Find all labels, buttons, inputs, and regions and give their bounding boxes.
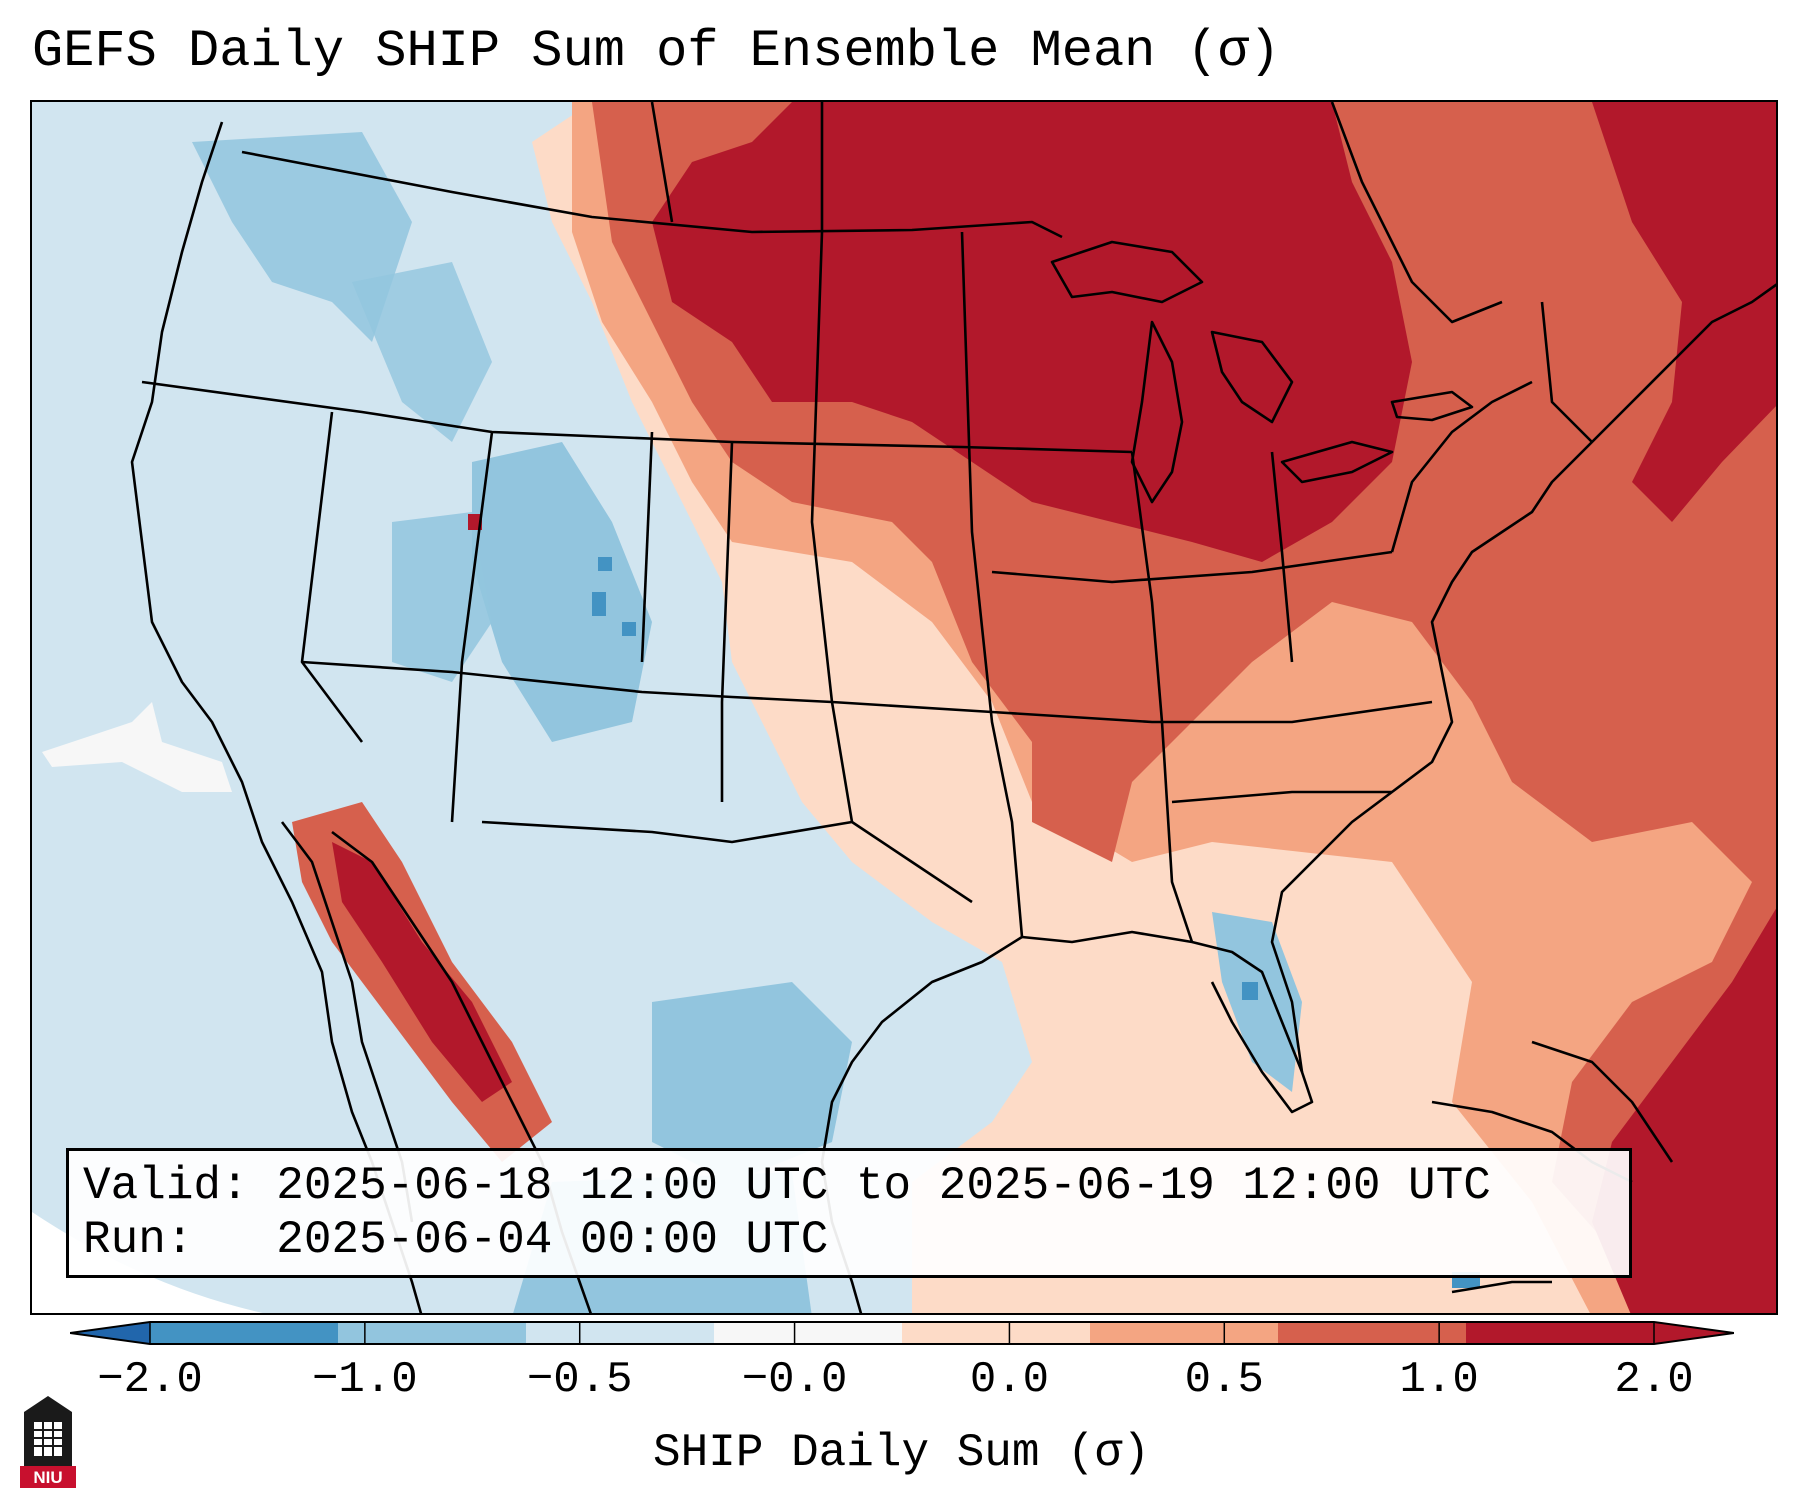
border-us-canada — [241, 150, 1063, 239]
lake-erie — [1280, 440, 1394, 484]
logo-window-grid — [34, 1422, 62, 1456]
state-line — [1130, 451, 1194, 943]
colorbar-tick-label: −0.0 — [741, 1355, 848, 1405]
colorbar-tick-label: 0.0 — [969, 1355, 1050, 1405]
logo-text: NIU — [33, 1468, 62, 1487]
coastline-hispaniola — [1451, 1280, 1552, 1294]
niu-logo: NIU — [20, 1396, 76, 1488]
valid-label: Valid: — [83, 1160, 249, 1212]
colorbar-extend-low — [70, 1322, 150, 1344]
colorbar-segment — [714, 1322, 903, 1344]
anomaly-pixel-strong-negative — [622, 622, 636, 636]
colorbar-tick-label: −2.0 — [97, 1355, 203, 1405]
lake-ontario — [1390, 390, 1474, 422]
colorbar-tick-label: −1.0 — [312, 1355, 418, 1405]
state-line — [810, 231, 854, 823]
anomaly-region-negative-colorado — [472, 442, 652, 742]
coastlines-borders — [130, 102, 1776, 1313]
colorbar — [70, 1321, 1734, 1345]
state-line — [720, 441, 734, 802]
coastline-gulf-east-florida — [1021, 930, 1314, 1114]
state-line — [1540, 301, 1593, 443]
colorbar-segment — [902, 1322, 1091, 1344]
anomaly-region-negative-idaho — [352, 262, 492, 442]
anomaly-region-extreme-positive-north — [652, 102, 1412, 562]
valid-time-range: 2025-06-18 12:00 UTC to 2025-06-19 12:00… — [276, 1160, 1491, 1212]
colorbar-tick-label: 2.0 — [1614, 1355, 1694, 1405]
state-line — [450, 431, 494, 823]
map-panel — [30, 100, 1778, 1315]
anomaly-region-negative-texas — [652, 982, 852, 1182]
lake-superior — [1050, 240, 1204, 304]
run-time: 2025-06-04 00:00 UTC — [276, 1214, 829, 1266]
anomaly-map — [32, 102, 1776, 1313]
map-outside-region — [32, 1212, 263, 1313]
coastline-atlantic — [1270, 283, 1776, 1073]
colorbar-extend-high — [1654, 1322, 1734, 1344]
colorbar-segment — [1278, 1322, 1467, 1344]
state-line — [991, 550, 1393, 584]
colorbar-label: SHIP Daily Sum (σ) — [653, 1427, 1150, 1479]
colorbar-segment — [338, 1322, 527, 1344]
province-line — [1330, 102, 1503, 324]
coastline-bahamas — [1531, 1040, 1674, 1163]
state-line — [1171, 790, 1392, 804]
anomaly-region-mexico-extreme — [332, 842, 512, 1102]
state-line — [481, 820, 973, 904]
anomaly-region-negative-florida — [1212, 912, 1302, 1092]
colorbar-tick-label: 0.5 — [1184, 1355, 1264, 1405]
lake-huron — [1210, 330, 1294, 424]
colorbar-segment — [1466, 1322, 1655, 1344]
colorbar-tick-label: 1.0 — [1399, 1355, 1479, 1405]
state-line — [141, 380, 1133, 454]
validity-info-box: Valid: 2025-06-18 12:00 UTC to 2025-06-1… — [66, 1148, 1632, 1278]
state-line — [1390, 380, 1533, 553]
anomaly-pixel-strong-negative — [592, 592, 606, 616]
anomaly-region-negative-utah — [392, 512, 492, 682]
colorbar-segment — [150, 1322, 339, 1344]
lake-michigan — [1130, 320, 1184, 504]
anomaly-pixel-strong-negative — [598, 557, 612, 571]
province-line — [650, 102, 674, 223]
colorbar-segment — [1090, 1322, 1279, 1344]
state-line — [1270, 451, 1294, 663]
state-line — [960, 231, 1024, 938]
colorbar-segment — [526, 1322, 715, 1344]
anomaly-region-extreme-positive-northeast — [1592, 102, 1776, 522]
anomaly-pixel-strong-negative — [1242, 982, 1258, 1000]
anomaly-region-neutral-strip — [42, 702, 232, 792]
logo-banner — [20, 1466, 76, 1488]
colorbar-tick-label: −0.5 — [526, 1355, 633, 1405]
state-line — [640, 431, 654, 663]
anomaly-region-extreme-positive-atlantic — [1592, 908, 1776, 1313]
chart-title: GEFS Daily SHIP Sum of Ensemble Mean (σ) — [32, 22, 1281, 81]
run-label: Run: — [83, 1214, 194, 1266]
colorbar-tick-labels: −2.0 −1.0 −0.5 −0.0 0.0 0.5 1.0 2.0 — [0, 1355, 1803, 1415]
